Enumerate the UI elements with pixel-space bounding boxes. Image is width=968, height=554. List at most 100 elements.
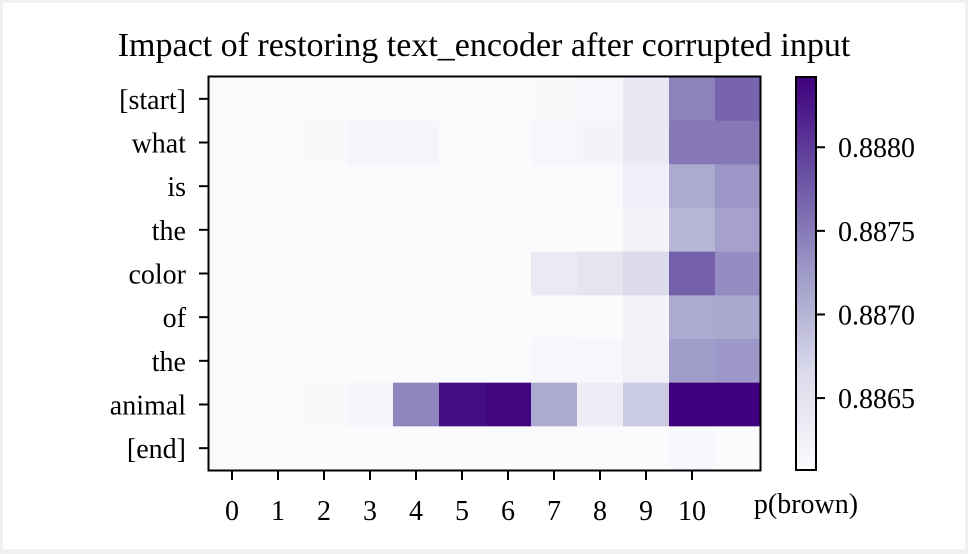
heatmap-cell [715, 208, 762, 253]
heatmap-cell [393, 426, 440, 471]
heatmap-cell [531, 208, 578, 253]
x-tick-label: 10 [678, 496, 706, 527]
heatmap-cell [347, 77, 394, 122]
heatmap-cell [577, 164, 624, 209]
heatmap-cell [485, 251, 532, 296]
chart-title: Impact of restoring text_encoder after c… [118, 27, 851, 64]
y-tick-label: color [128, 260, 186, 291]
colorbar [795, 76, 817, 471]
heatmap-cell [301, 77, 348, 122]
y-tick-label: animal [110, 391, 186, 422]
heatmap-cell [393, 339, 440, 384]
heatmap-cell [669, 295, 716, 340]
heatmap-cell [393, 164, 440, 209]
heatmap-cell [715, 339, 762, 384]
heatmap-cell [347, 339, 394, 384]
heatmap-cell [255, 295, 302, 340]
heatmap-cell [623, 77, 670, 122]
heatmap-cell [577, 77, 624, 122]
heatmap-cell [485, 120, 532, 165]
heatmap-cell [347, 251, 394, 296]
plot-frame [207, 75, 762, 472]
heatmap-cell [623, 382, 670, 427]
heatmap-cell [715, 120, 762, 165]
x-tick-label: 8 [593, 496, 607, 527]
y-tick-label: [start] [119, 85, 186, 116]
heatmap-cell [393, 77, 440, 122]
colorbar-ticks: 0.8865 0.8870 0.8875 0.8880 [816, 133, 915, 415]
heatmap-cell [669, 339, 716, 384]
heatmap-cell [485, 208, 532, 253]
heatmap-cell [485, 426, 532, 471]
heatmap-cells [209, 77, 762, 471]
x-tick-label: 2 [317, 496, 331, 527]
heatmap-cell [255, 164, 302, 209]
y-tick-label: the [152, 347, 186, 378]
heatmap-cell [531, 426, 578, 471]
heatmap-cell [485, 164, 532, 209]
colorbar-tick-label: 0.8875 [838, 217, 915, 248]
heatmap-cell [577, 208, 624, 253]
heatmap-cell [439, 339, 486, 384]
heatmap-cell [347, 295, 394, 340]
y-tick-label: what [132, 129, 187, 160]
heatmap-cell [301, 295, 348, 340]
heatmap-cell [669, 251, 716, 296]
heatmap-cell [715, 251, 762, 296]
x-tick-label: 1 [271, 496, 285, 527]
heatmap-cell [715, 164, 762, 209]
heatmap-cell [209, 208, 256, 253]
heatmap-cell [485, 77, 532, 122]
heatmap-cell [623, 426, 670, 471]
heatmap-cell [301, 164, 348, 209]
heatmap-cell [347, 426, 394, 471]
heatmap-cell [531, 77, 578, 122]
heatmap-cell [209, 339, 256, 384]
heatmap-cell [715, 77, 762, 122]
heatmap-cell [531, 295, 578, 340]
heatmap-cell [209, 120, 256, 165]
heatmap-cell [577, 382, 624, 427]
heatmap-cell [623, 339, 670, 384]
heatmap-cell [577, 295, 624, 340]
x-tick-label: 6 [501, 496, 515, 527]
heatmap-cell [531, 339, 578, 384]
colorbar-tick-label: 0.8865 [838, 384, 915, 415]
heatmap-cell [347, 208, 394, 253]
heatmap-cell [301, 426, 348, 471]
heatmap-cell [439, 120, 486, 165]
x-tick-label: 4 [409, 496, 423, 527]
y-tick-label: [end] [127, 434, 186, 465]
heatmap-cell [301, 120, 348, 165]
heatmap-cell [393, 295, 440, 340]
x-axis: 0 1 2 3 4 5 6 7 8 9 10 [225, 471, 706, 527]
heatmap-cell [393, 382, 440, 427]
heatmap-cell [669, 164, 716, 209]
x-tick-label: 0 [225, 496, 239, 527]
heatmap-cell [577, 339, 624, 384]
heatmap-cell [255, 120, 302, 165]
heatmap-cell [531, 382, 578, 427]
heatmap-cell [531, 164, 578, 209]
heatmap-cell [255, 251, 302, 296]
heatmap-cell [255, 426, 302, 471]
y-tick-label: of [163, 303, 187, 334]
heatmap-cell [255, 339, 302, 384]
heatmap-cell [669, 120, 716, 165]
heatmap-cell [715, 295, 762, 340]
heatmap-cell [439, 77, 486, 122]
colorbar-tick-label: 0.8880 [838, 133, 915, 164]
heatmap-cell [255, 77, 302, 122]
heatmap-cell [209, 77, 256, 122]
heatmap-cell [531, 251, 578, 296]
heatmap-cell [393, 208, 440, 253]
heatmap-cell [669, 426, 716, 471]
heatmap-cell [715, 426, 762, 471]
heatmap-cell [623, 208, 670, 253]
heatmap-cell [623, 295, 670, 340]
x-extra-label: p(brown) [754, 489, 858, 520]
heatmap-cell [255, 208, 302, 253]
heatmap-cell [531, 120, 578, 165]
x-tick-label: 3 [363, 496, 377, 527]
x-tick-label: 5 [455, 496, 469, 527]
